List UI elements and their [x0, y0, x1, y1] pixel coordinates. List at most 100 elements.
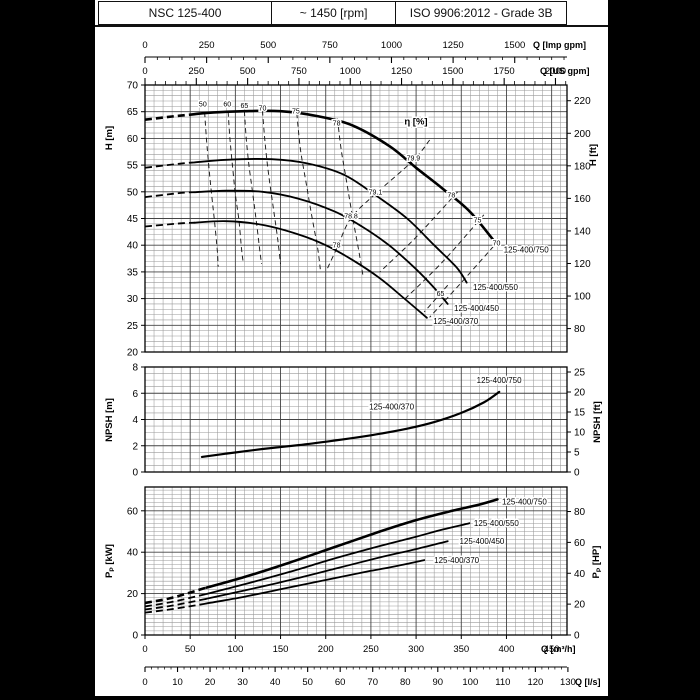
svg-text:Q [m³/h]: Q [m³/h] [541, 644, 576, 654]
curve-125-400/750 [200, 390, 501, 459]
npsh-ytick-left: 8 [132, 363, 138, 374]
svg-text:1250: 1250 [443, 40, 464, 51]
curve-label-125-400/550: 125-400/550 [474, 519, 519, 528]
svg-text:750: 750 [291, 66, 307, 77]
svg-text:70: 70 [367, 677, 378, 688]
npsh-y-axis-title-right: NPSH [ft] [592, 401, 603, 443]
curve-dashed-125-400/370 [144, 221, 195, 228]
curve-125-400/550 [193, 158, 468, 284]
efficiency-contour [423, 284, 449, 313]
iso-grade-label: ISO 9906:2012 - Grade 3B [409, 6, 553, 20]
head-ytick-right: 140 [574, 226, 591, 237]
svg-text:90: 90 [432, 677, 443, 688]
head-ytick-right: 220 [574, 96, 591, 107]
svg-text:200: 200 [318, 644, 334, 655]
curve-label-125-400/450: 125-400/450 [459, 537, 504, 546]
head-y-axis-title-right: H [ft] [588, 144, 599, 166]
npsh-ytick-right: 15 [574, 407, 586, 418]
efficiency-value-label: 79.9 [407, 156, 421, 163]
power-ytick-right: 20 [574, 600, 586, 611]
curve-125-400/370 [193, 220, 428, 319]
efficiency-contour [296, 113, 321, 270]
svg-text:50: 50 [185, 644, 196, 655]
power-ytick-right: 0 [574, 631, 580, 642]
svg-text:110: 110 [495, 677, 510, 688]
curve-125-400/450 [193, 189, 449, 305]
svg-text:120: 120 [527, 677, 543, 688]
svg-text:40: 40 [270, 677, 281, 688]
curve-label-125-400/750: 125-400/750 [502, 497, 547, 506]
curve-dashed-125-400/550 [144, 592, 208, 608]
curve-dashed-125-400/750 [144, 112, 195, 122]
efficiency-value-label: 78 [447, 193, 455, 200]
efficiency-axis-title: η [%] [404, 116, 427, 127]
efficiency-value-label: 65 [437, 291, 445, 298]
head-chart: 20 25 30 35 40 45 50 55 60 65 70 80 100 120 140 160 180 2… [127, 40, 591, 359]
npsh-ytick-right: 10 [574, 427, 586, 438]
svg-text:350: 350 [453, 644, 469, 655]
flow-axis-imp-gpm: 0 250 500 750 1000 1250 1500 Q [Imp gpm] [142, 40, 586, 63]
power-y-axis-title-right: PP [HP] [591, 546, 603, 579]
efficiency-value-label: 75 [292, 109, 300, 116]
svg-text:1500: 1500 [442, 66, 463, 77]
head-ytick-left: 25 [127, 321, 139, 332]
head-y-axis-title-left: H [m] [104, 126, 115, 150]
curve-label-125-400/550: 125-400/550 [473, 283, 518, 292]
svg-text:80: 80 [400, 677, 411, 688]
efficiency-contour [337, 118, 364, 275]
curve-label-125-400/370: 125-400/370 [434, 556, 479, 565]
head-ytick-right: 100 [574, 292, 591, 303]
svg-text:250: 250 [188, 66, 204, 77]
svg-text:Q [US gpm]: Q [US gpm] [540, 66, 590, 76]
npsh-chart: 0 2 4 6 8 0 5 10 15 20 25 125-400/750 125-400/370 [132, 363, 585, 479]
head-ytick-right: 180 [574, 161, 591, 172]
pump-model-label: NSC 125-400 [99, 2, 273, 24]
efficiency-value-label: 78.8 [344, 213, 358, 220]
curve-125-400/550 [205, 522, 471, 595]
head-ytick-right: 160 [574, 194, 591, 205]
svg-text:500: 500 [260, 40, 276, 51]
curve-label-125-400/370: 125-400/370 [369, 402, 414, 411]
efficiency-contour [379, 191, 459, 273]
flow-axis-l-s: 0 10 20 30 40 50 60 70 80 90 100 110 120 130 Q [l/s] [142, 666, 601, 688]
efficiency-value-label: 70 [493, 241, 501, 248]
npsh-ytick-right: 25 [574, 367, 586, 378]
pump-speed-label: ~ 1450 [rpm] [272, 2, 397, 24]
svg-text:2000: 2000 [545, 66, 566, 77]
power-ytick-left: 0 [132, 631, 138, 642]
curve-label-125-400/370: 125-400/370 [433, 317, 478, 326]
svg-text:Q [Imp gpm]: Q [Imp gpm] [533, 40, 586, 50]
npsh-ytick-left: 6 [132, 389, 138, 400]
svg-text:500: 500 [240, 66, 256, 77]
power-ytick-right: 60 [574, 538, 586, 549]
head-ytick-right: 200 [574, 129, 591, 140]
head-ytick-left: 40 [127, 241, 139, 252]
efficiency-contour [327, 139, 431, 269]
head-ytick-left: 45 [127, 214, 139, 225]
efficiency-value-label: 75 [474, 218, 482, 225]
curve-label-125-400/450: 125-400/450 [454, 304, 499, 313]
svg-text:0: 0 [142, 677, 147, 688]
svg-text:250: 250 [363, 644, 379, 655]
efficiency-value-label: 50 [199, 102, 207, 109]
svg-text:60: 60 [335, 677, 346, 688]
efficiency-value-label: 78 [333, 120, 341, 127]
svg-text:750: 750 [322, 40, 338, 51]
curve-125-400/450 [205, 540, 449, 600]
power-ytick-left: 20 [127, 589, 139, 600]
svg-text:20: 20 [205, 677, 216, 688]
power-ytick-left: 40 [127, 548, 139, 559]
svg-text:1750: 1750 [494, 66, 515, 77]
svg-text:130: 130 [560, 677, 576, 688]
svg-text:100: 100 [227, 644, 243, 655]
svg-text:1250: 1250 [391, 66, 412, 77]
curve-dashed-125-400/550 [144, 161, 195, 169]
npsh-ytick-left: 4 [132, 415, 138, 426]
efficiency-contour [404, 214, 485, 299]
curve-dashed-125-400/450 [144, 191, 195, 199]
svg-text:10: 10 [172, 677, 183, 688]
svg-text:100: 100 [462, 677, 478, 688]
head-ytick-left: 20 [127, 348, 139, 359]
